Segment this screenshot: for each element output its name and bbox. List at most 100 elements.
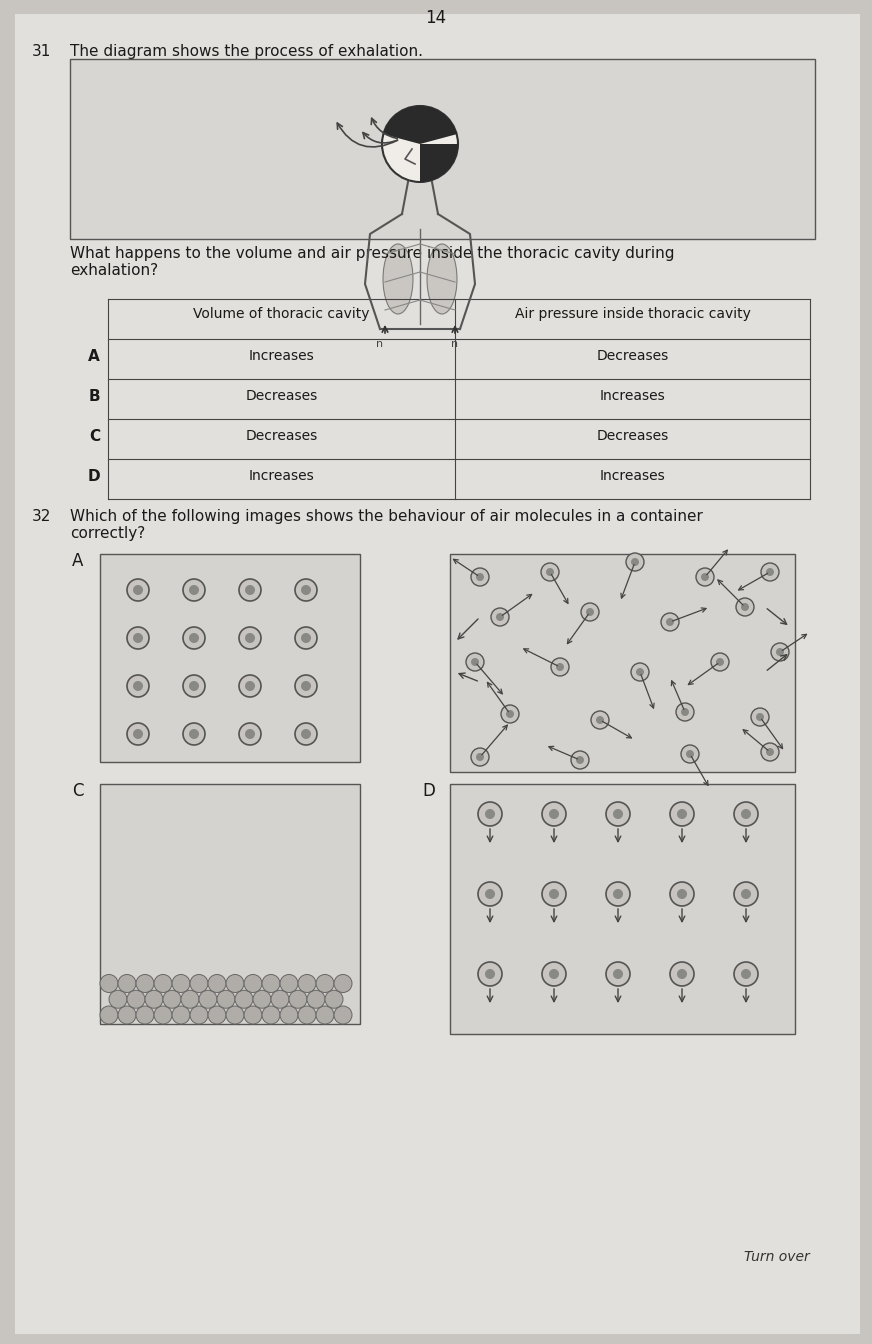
Circle shape xyxy=(734,882,758,906)
Circle shape xyxy=(478,882,502,906)
Circle shape xyxy=(239,675,261,698)
Text: Turn over: Turn over xyxy=(744,1250,810,1263)
Circle shape xyxy=(136,974,154,992)
Circle shape xyxy=(163,991,181,1008)
Circle shape xyxy=(316,974,334,992)
Text: D: D xyxy=(422,782,435,800)
Circle shape xyxy=(298,1007,316,1024)
Circle shape xyxy=(485,888,495,899)
Circle shape xyxy=(466,653,484,671)
Text: Which of the following images shows the behaviour of air molecules in a containe: Which of the following images shows the … xyxy=(70,509,703,542)
Circle shape xyxy=(189,633,199,642)
Circle shape xyxy=(741,888,751,899)
Circle shape xyxy=(606,802,630,827)
Circle shape xyxy=(696,569,714,586)
Circle shape xyxy=(244,974,262,992)
Text: Decreases: Decreases xyxy=(245,388,317,403)
Circle shape xyxy=(280,1007,298,1024)
Circle shape xyxy=(100,974,118,992)
Circle shape xyxy=(571,751,589,769)
Circle shape xyxy=(239,628,261,649)
Circle shape xyxy=(631,558,639,566)
Bar xyxy=(100,554,360,762)
Circle shape xyxy=(736,598,754,616)
Text: n: n xyxy=(452,339,459,349)
Bar xyxy=(450,554,795,771)
Circle shape xyxy=(734,802,758,827)
Circle shape xyxy=(471,749,489,766)
Circle shape xyxy=(334,974,352,992)
Text: Decreases: Decreases xyxy=(596,429,669,444)
Circle shape xyxy=(183,675,205,698)
Text: Volume of thoracic cavity: Volume of thoracic cavity xyxy=(194,306,370,321)
Circle shape xyxy=(681,708,689,716)
Circle shape xyxy=(289,991,307,1008)
Circle shape xyxy=(542,962,566,986)
Circle shape xyxy=(183,628,205,649)
Circle shape xyxy=(189,681,199,691)
Circle shape xyxy=(670,802,694,827)
Circle shape xyxy=(485,969,495,978)
Text: 31: 31 xyxy=(32,44,51,59)
Circle shape xyxy=(485,809,495,818)
Circle shape xyxy=(154,1007,172,1024)
Circle shape xyxy=(542,882,566,906)
Circle shape xyxy=(301,728,311,739)
Circle shape xyxy=(190,1007,208,1024)
Circle shape xyxy=(280,974,298,992)
Circle shape xyxy=(596,716,604,724)
Circle shape xyxy=(701,573,709,581)
Circle shape xyxy=(636,668,644,676)
Circle shape xyxy=(133,728,143,739)
Circle shape xyxy=(506,710,514,718)
Text: D: D xyxy=(87,469,100,484)
Text: 14: 14 xyxy=(426,9,446,27)
Circle shape xyxy=(334,1007,352,1024)
Circle shape xyxy=(549,888,559,899)
Circle shape xyxy=(626,552,644,571)
Circle shape xyxy=(245,681,255,691)
Text: Air pressure inside thoracic cavity: Air pressure inside thoracic cavity xyxy=(514,306,751,321)
Circle shape xyxy=(716,659,724,667)
Circle shape xyxy=(239,723,261,745)
Circle shape xyxy=(476,753,484,761)
Circle shape xyxy=(127,579,149,601)
Circle shape xyxy=(133,681,143,691)
Circle shape xyxy=(301,633,311,642)
Circle shape xyxy=(613,809,623,818)
Circle shape xyxy=(298,974,316,992)
Text: A: A xyxy=(72,552,84,570)
Text: What happens to the volume and air pressure inside the thoracic cavity during
ex: What happens to the volume and air press… xyxy=(70,246,675,278)
Circle shape xyxy=(549,969,559,978)
Circle shape xyxy=(677,809,687,818)
Circle shape xyxy=(677,969,687,978)
Circle shape xyxy=(172,1007,190,1024)
Ellipse shape xyxy=(383,245,413,314)
Text: C: C xyxy=(89,429,100,444)
Text: Increases: Increases xyxy=(600,469,665,482)
Circle shape xyxy=(235,991,253,1008)
Circle shape xyxy=(190,974,208,992)
Circle shape xyxy=(295,628,317,649)
Circle shape xyxy=(271,991,289,1008)
Text: B: B xyxy=(88,388,100,405)
Circle shape xyxy=(541,563,559,581)
Circle shape xyxy=(253,991,271,1008)
Circle shape xyxy=(496,613,504,621)
Circle shape xyxy=(245,633,255,642)
Circle shape xyxy=(301,681,311,691)
Circle shape xyxy=(244,1007,262,1024)
Circle shape xyxy=(681,745,699,763)
Circle shape xyxy=(491,607,509,626)
Circle shape xyxy=(316,1007,334,1024)
Circle shape xyxy=(226,974,244,992)
Circle shape xyxy=(542,802,566,827)
Circle shape xyxy=(127,991,145,1008)
Text: Increases: Increases xyxy=(600,388,665,403)
Circle shape xyxy=(262,1007,280,1024)
Circle shape xyxy=(676,703,694,720)
Circle shape xyxy=(226,1007,244,1024)
Circle shape xyxy=(301,585,311,595)
Circle shape xyxy=(127,675,149,698)
Text: The diagram shows the process of exhalation.: The diagram shows the process of exhalat… xyxy=(70,44,423,59)
